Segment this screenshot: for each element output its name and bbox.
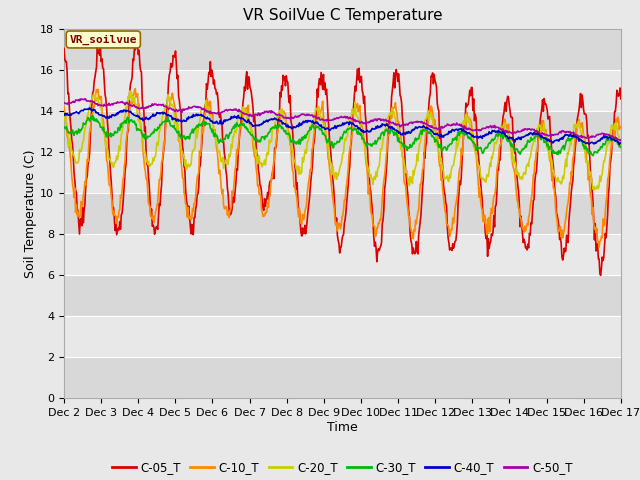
Legend: C-05_T, C-10_T, C-20_T, C-30_T, C-40_T, C-50_T: C-05_T, C-10_T, C-20_T, C-30_T, C-40_T, … <box>108 456 577 479</box>
Bar <box>64 111 621 152</box>
Bar <box>64 275 621 316</box>
Bar <box>64 152 621 193</box>
Bar <box>64 234 621 275</box>
Text: VR_soilvue: VR_soilvue <box>70 35 137 45</box>
Bar <box>64 316 621 357</box>
Bar <box>64 70 621 111</box>
Bar <box>64 357 621 398</box>
Bar <box>64 193 621 234</box>
X-axis label: Time: Time <box>327 421 358 434</box>
Y-axis label: Soil Temperature (C): Soil Temperature (C) <box>24 149 37 278</box>
Title: VR SoilVue C Temperature: VR SoilVue C Temperature <box>243 9 442 24</box>
Bar <box>64 29 621 70</box>
